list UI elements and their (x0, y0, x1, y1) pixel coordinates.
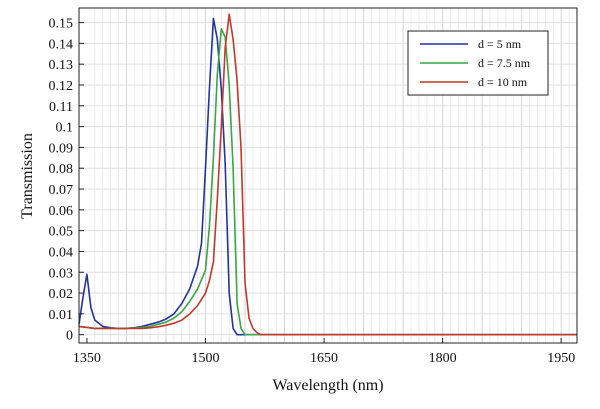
legend: d = 5 nm d = 7.5 nm d = 10 nm (407, 30, 549, 96)
y-tick-label: 0.06 (49, 204, 74, 219)
x-tick-label: 1500 (191, 351, 219, 366)
x-tick-label: 1350 (73, 351, 101, 366)
y-tick-label: 0.08 (49, 162, 74, 177)
x-tick-label: 1650 (310, 351, 338, 366)
x-tick-label: 1800 (429, 351, 457, 366)
y-tick-label: 0.11 (49, 100, 73, 115)
y-tick-label: 0 (66, 329, 73, 344)
series-lines (78, 13, 577, 336)
y-tick-label: 0.03 (49, 266, 74, 281)
y-tick-label: 0.05 (49, 225, 74, 240)
y-tick-label: 0.14 (49, 37, 74, 52)
y-tick-label: 0.15 (49, 17, 74, 32)
legend-label-d5: d = 5 nm (478, 37, 522, 51)
y-axis-ticks: 0 0.01 0.02 0.03 0.04 0.05 0.06 0.07 0.08 0.09 0.1… (49, 17, 84, 344)
x-tick-label: 1950 (547, 351, 575, 366)
y-tick-label: 0.09 (49, 141, 74, 156)
y-tick-label: 0.07 (49, 183, 74, 198)
y-tick-label: 0.1 (56, 121, 74, 136)
series-line-3 (78, 13, 577, 336)
y-tick-label: 0.01 (49, 308, 74, 323)
y-axis-title: Transmission (19, 133, 36, 219)
y-tick-label: 0.12 (49, 79, 74, 94)
legend-label-d7-5: d = 7.5 nm (478, 56, 531, 70)
y-tick-label: 0.13 (49, 58, 74, 73)
y-tick-label: 0.04 (49, 245, 74, 260)
x-axis-title: Wavelength (nm) (272, 377, 383, 394)
legend-label-d10: d = 10 nm (478, 75, 528, 89)
y-tick-label: 0.02 (49, 287, 74, 302)
plot-frame (78, 7, 578, 344)
x-axis-ticks: 1350 1500 1650 1800 1950 (73, 338, 575, 366)
